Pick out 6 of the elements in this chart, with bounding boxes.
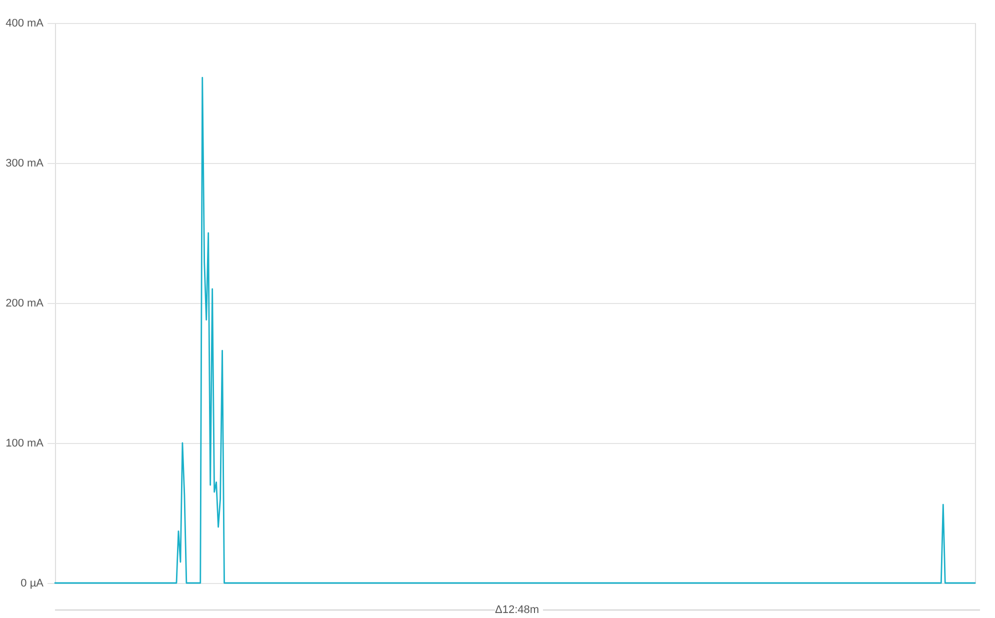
text: Δ12:48m	[494, 604, 540, 616]
y-tick-label: 200 mA	[6, 298, 44, 310]
y-tick-label: 300 mA	[6, 158, 44, 170]
y-tick-label: 400 mA	[6, 18, 44, 30]
y-tick-label: 0 µA	[20, 578, 44, 590]
y-tick-label: 100 mA	[6, 438, 44, 450]
